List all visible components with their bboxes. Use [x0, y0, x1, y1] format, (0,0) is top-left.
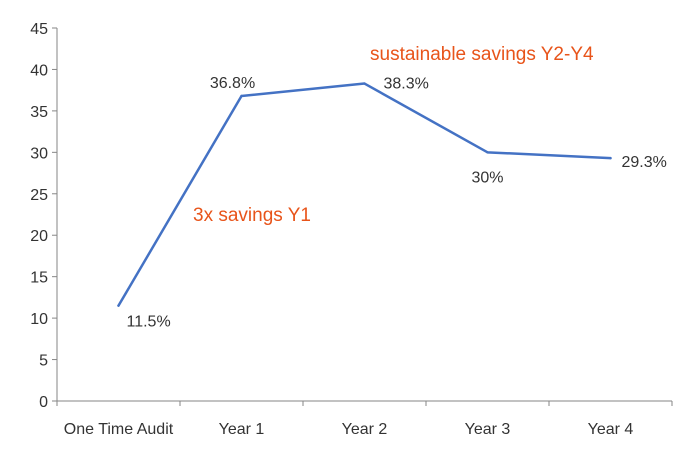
x-tick-label: Year 4	[588, 421, 634, 438]
data-point	[609, 156, 612, 160]
x-tick-label: One Time Audit	[64, 421, 174, 438]
data-label: 11.5%	[127, 314, 171, 331]
annotation-text: 3x savings Y1	[193, 205, 311, 226]
y-tick-label: 40	[30, 62, 48, 79]
y-tick-label: 45	[30, 21, 48, 38]
y-tick-label: 10	[30, 311, 48, 328]
data-label: 30%	[471, 169, 503, 186]
x-tick-label: Year 3	[465, 421, 511, 438]
data-point	[240, 94, 243, 98]
data-label: 36.8%	[210, 75, 255, 92]
y-tick-label: 35	[30, 104, 48, 121]
data-point	[486, 151, 489, 154]
x-tick-label: Year 2	[342, 421, 388, 438]
y-tick-label: 20	[30, 228, 48, 245]
data-label: 29.3%	[622, 154, 667, 171]
data-point	[363, 82, 366, 85]
y-tick-label: 25	[30, 187, 48, 204]
x-tick-label: Year 1	[219, 421, 265, 438]
data-label: 38.3%	[384, 76, 429, 93]
series-line	[117, 82, 612, 307]
data-point	[117, 304, 120, 307]
y-tick-label: 30	[30, 145, 48, 162]
y-tick-label: 5	[39, 353, 48, 370]
y-tick-label: 15	[30, 270, 48, 287]
annotation-text: sustainable savings Y2-Y4	[370, 44, 594, 65]
y-tick-label: 0	[39, 394, 48, 411]
